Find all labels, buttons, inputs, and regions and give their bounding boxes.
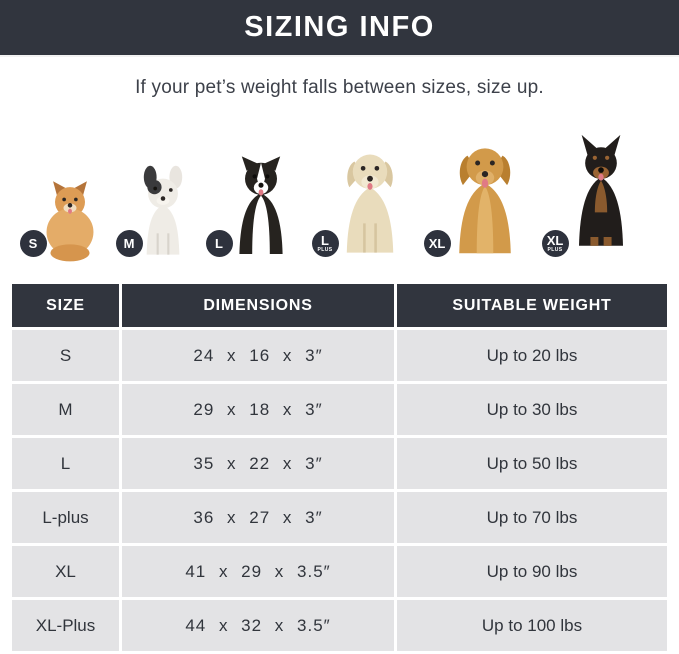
size-cell: XL-Plus (12, 600, 119, 651)
table-row: L 35 x 22 x 3″ Up to 50 lbs (12, 438, 667, 489)
dimensions-cell: 24 x 16 x 3″ (122, 330, 394, 381)
weight-cell: Up to 20 lbs (397, 330, 667, 381)
size-badge-s: S (19, 230, 47, 257)
size-badge-label: M (123, 236, 135, 251)
weight-cell: Up to 90 lbs (397, 546, 667, 597)
dimensions-cell: 41 x 29 x 3.5″ (122, 546, 394, 597)
column-header-weight: SUITABLE WEIGHT (397, 284, 667, 327)
weight-cell: Up to 50 lbs (397, 438, 667, 489)
size-cell: L-plus (12, 492, 119, 543)
dimensions-cell: 44 x 32 x 3.5″ (122, 600, 394, 651)
dog-size-lineup: S M (0, 99, 679, 262)
dog-french-bulldog: M (115, 162, 195, 262)
size-badge-xl-plus: XL PLUS (541, 230, 569, 257)
french-bulldog-dog-icon (143, 165, 182, 255)
size-badge-l: L (205, 230, 233, 257)
size-badge-label: XL (428, 236, 446, 251)
size-cell: XL (12, 546, 119, 597)
labrador-dog-icon (346, 154, 393, 253)
column-header-size: SIZE (12, 284, 119, 327)
dog-border-collie: L (205, 150, 301, 262)
size-badge-sublabel: PLUS (317, 247, 333, 253)
size-badge-sublabel: PLUS (547, 247, 563, 253)
sizing-table: SIZE DIMENSIONS SUITABLE WEIGHT S 24 x 1… (12, 284, 667, 651)
dog-labrador: L PLUS (311, 140, 413, 262)
golden-retriever-dog-icon (458, 148, 511, 254)
page-title: SIZING INFO (244, 11, 435, 43)
dimensions-cell: 36 x 27 x 3″ (122, 492, 394, 543)
size-badge-l-plus: L PLUS (311, 230, 339, 257)
dog-doberman: XL PLUS (541, 124, 645, 262)
table-row: XL 41 x 29 x 3.5″ Up to 90 lbs (12, 546, 667, 597)
column-header-dimensions: DIMENSIONS (122, 284, 394, 327)
size-badge-m: M (115, 230, 143, 257)
table-row: L-plus 36 x 27 x 3″ Up to 70 lbs (12, 492, 667, 543)
pomeranian-dog-icon (46, 181, 93, 262)
size-cell: S (12, 330, 119, 381)
border-collie-dog-icon (238, 156, 283, 254)
table-row: M 29 x 18 x 3″ Up to 30 lbs (12, 384, 667, 435)
weight-cell: Up to 100 lbs (397, 600, 667, 651)
title-banner: SIZING INFO (0, 0, 679, 57)
sizing-hint-text: If your pet’s weight falls between sizes… (135, 77, 544, 98)
size-badge-xl: XL (423, 230, 451, 257)
dimensions-cell: 29 x 18 x 3″ (122, 384, 394, 435)
size-badge-label: L (215, 236, 223, 251)
size-cell: M (12, 384, 119, 435)
size-badge-label: L (321, 233, 329, 248)
table-row: XL-Plus 44 x 32 x 3.5″ Up to 100 lbs (12, 600, 667, 651)
table-header-row: SIZE DIMENSIONS SUITABLE WEIGHT (12, 284, 667, 327)
size-badge-label: S (28, 236, 38, 251)
size-cell: L (12, 438, 119, 489)
weight-cell: Up to 70 lbs (397, 492, 667, 543)
table-row: S 24 x 16 x 3″ Up to 20 lbs (12, 330, 667, 381)
doberman-dog-icon (578, 134, 623, 246)
dog-golden-retriever: XL (423, 134, 531, 262)
size-badge-label: XL (546, 233, 564, 248)
dog-pomeranian: S (19, 176, 105, 262)
dimensions-cell: 35 x 22 x 3″ (122, 438, 394, 489)
weight-cell: Up to 30 lbs (397, 384, 667, 435)
